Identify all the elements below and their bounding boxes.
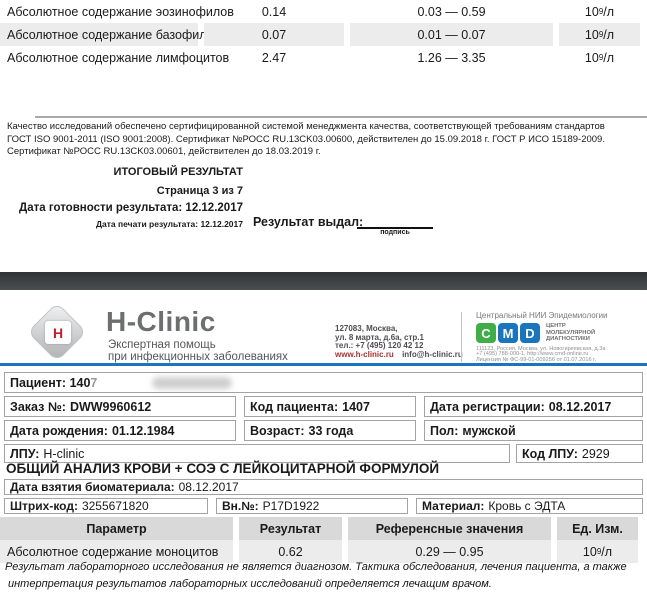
tagline-line: при инфекционных заболеваниях (108, 351, 288, 363)
table-header-row: Параметр Результат Референсные значения Ед.… (0, 517, 638, 540)
parameter-cell: Абсолютное содержание базофилов (0, 23, 220, 46)
parameter-cell: Абсолютное содержание лимфоцитов (7, 50, 230, 65)
lpu-code-field: Код ЛПУ: 2929 (516, 444, 643, 463)
disclaimer-line: интерпретация результатов лабораторных и… (8, 578, 492, 590)
clinic-phone: тел.: +7 (495) 120 42 12 (335, 341, 424, 351)
parameter-cell: Абсолютное содержание моноцитов (0, 540, 233, 563)
result-cell: 0.62 (239, 540, 342, 563)
results-table-page4: Параметр Результат Референсные значения Ед.… (0, 517, 638, 563)
cmd-logo-letter-d: D (520, 323, 540, 343)
result-cell: 0.07 (204, 23, 344, 46)
unit-cell: 10 9/л (559, 23, 640, 46)
result-ready-date: Дата готовности результата: 12.12.2017 (19, 202, 243, 214)
page-separator-band (0, 272, 647, 290)
table-row: Абсолютное содержание лимфоцитов 2.47 1.26… (0, 46, 640, 69)
reference-cell: 1.26 — 3.35 (417, 50, 486, 65)
internal-number-field: Вн.№: P17D1922 (216, 498, 408, 514)
patient-label: Пациент: 140 (10, 375, 91, 390)
clinic-address-line: 127083, Москва, (335, 324, 398, 333)
reference-cell: 0.29 — 0.95 (348, 540, 551, 563)
clinic-email: info@h-clinic.ru (402, 349, 463, 359)
clinic-website-link: www.h-clinic.ru (335, 349, 394, 359)
header-unit: Ед. Изм. (557, 517, 638, 540)
final-result-label: ИТОГОВЫЙ РЕЗУЛЬТАТ (113, 166, 243, 178)
header-reference: Референсные значения (348, 517, 551, 540)
result-cell: 2.47 (261, 50, 287, 65)
cmd-contact-block: 111123, Россия, Москва, ул. Новогиреевск… (476, 345, 606, 365)
order-number-field: Заказ №: DWW9960612 (4, 396, 236, 417)
cmd-logo-caption: ЦЕНТР МОЛЕКУЛЯРНОЙ ДИАГНОСТИКИ (546, 323, 596, 343)
clinic-contact-block: 127083, Москва, ул. 8 марта, д.6а, стр.1… (335, 324, 463, 359)
brand-tagline: Экспертная помощь при инфекционных забол… (108, 339, 288, 363)
table-row: Абсолютное содержание базофилов 0.07 0.01 … (0, 23, 640, 46)
lpu-field: ЛПУ: H-clinic (4, 444, 510, 463)
cmd-logo: C M D ЦЕНТР МОЛЕКУЛЯРНОЙ ДИАГНОСТИКИ (476, 323, 595, 343)
registration-date-field: Дата регистрации: 08.12.2017 (424, 396, 643, 417)
cmd-phone-site: +7 (495) 788-000-1, http://www.cmd-onlin… (476, 351, 589, 358)
parameter-cell: Абсолютное содержание эозинофилов (7, 4, 234, 19)
sex-field: Пол: мужской (424, 420, 643, 441)
birth-date-field: Дата рождения: 01.12.1984 (4, 420, 236, 441)
analysis-title: ОБЩИЙ АНАЛИЗ КРОВИ + СОЭ С ЛЕЙКОЦИТАРНОЙ… (6, 461, 440, 476)
section-divider-line (35, 116, 647, 118)
issued-by-label: Результат выдал: (253, 215, 364, 229)
cmd-institute-title: Центральный НИИ Эпидемиологии (476, 311, 608, 320)
table-row: Абсолютное содержание моноцитов 0.62 0.29 … (0, 540, 638, 563)
cmd-logo-letter-c: C (476, 323, 496, 343)
tagline-line: Экспертная помощь (108, 339, 216, 351)
quality-line: ГОСТ ISO 9001-2011 (ISO 9001:2008). Серт… (7, 133, 605, 145)
header-parameter: Параметр (0, 517, 233, 540)
reference-cell: 0.03 — 0.59 (417, 4, 486, 19)
cmd-license: Лицензия № ФС-99-01-009256 от 01.07.2016… (476, 357, 597, 364)
barcode-field: Штрих-код: 3255671820 (4, 498, 208, 514)
quality-statement: Качество исследований обеспечено сертифи… (7, 121, 640, 159)
material-field: Материал: Кровь с ЭДТА (416, 498, 643, 514)
page-number: Страница 3 из 7 (156, 185, 243, 197)
cmd-address: 111123, Россия, Москва, ул. Новогиреевск… (476, 345, 606, 352)
patient-label-faded-digit: 7 (90, 375, 98, 390)
patient-code-field: Код пациента: 1407 (244, 396, 416, 417)
signature-caption: подпись (380, 229, 410, 236)
brand-title: H-Clinic (106, 306, 216, 337)
age-field: Возраст: 33 года (244, 420, 416, 441)
header-accent-line (0, 363, 647, 366)
header-vertical-divider (461, 312, 462, 362)
cmd-logo-letter-m: M (498, 323, 518, 343)
clinic-address-line: ул. 8 марта, д.6а, стр.1 (335, 332, 424, 342)
redacted-name-smudge (152, 377, 232, 389)
header-result: Результат (239, 517, 342, 540)
signature-line (357, 211, 433, 229)
unit-cell: 10 9/л (557, 540, 638, 563)
result-print-date: Дата печати результата: 12.12.2017 (95, 219, 243, 229)
disclaimer-line: Результат лабораторного исследования не … (5, 561, 627, 573)
table-row: Абсолютное содержание эозинофилов 0.14 0.0… (0, 0, 640, 23)
unit-cell: 10 9/л (584, 50, 615, 65)
quality-line: Сертификат №РОСС RU.13CK03.00601, действ… (7, 146, 321, 157)
quality-line: Качество исследований обеспечено сертифи… (7, 121, 605, 132)
patient-name-field: Пациент: 140 7 (4, 372, 643, 393)
results-table-page3: Абсолютное содержание эозинофилов 0.14 0.0… (0, 0, 640, 69)
unit-cell: 10 9/л (584, 4, 615, 19)
biomaterial-date-field: Дата взятия биоматериала: 08.12.2017 (4, 479, 643, 495)
reference-cell: 0.01 — 0.07 (350, 23, 553, 46)
hclinic-logo-letter: H (45, 321, 71, 344)
result-cell: 0.14 (261, 4, 287, 19)
